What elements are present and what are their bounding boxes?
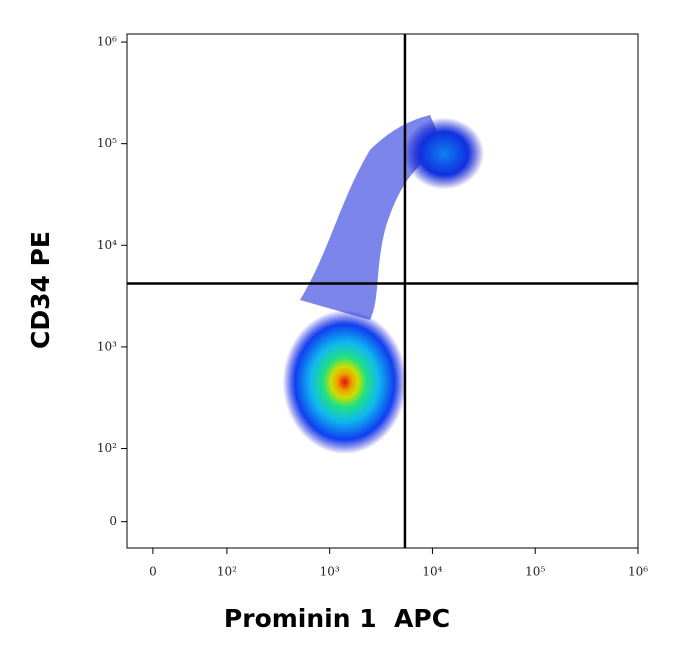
y-axis-label: CD34 PE — [26, 231, 55, 349]
population — [404, 117, 485, 190]
x-tick-label: 10⁵ — [525, 565, 545, 579]
plot-frame — [126, 33, 639, 549]
x-tick-label: 10³ — [320, 565, 340, 579]
x-axis-label: Prominin 1 APC — [224, 604, 450, 633]
population — [282, 310, 407, 455]
x-tick-label: 10⁶ — [628, 565, 648, 579]
y-tick-label: 10⁵ — [97, 136, 117, 150]
x-tick-label: 0 — [149, 565, 157, 579]
x-tick-label: 10⁴ — [422, 565, 442, 579]
y-tick-label: 0 — [109, 514, 117, 528]
y-tick-label: 10⁴ — [97, 238, 117, 252]
y-tick-label: 10⁶ — [97, 35, 117, 49]
y-tick-label: 10³ — [97, 339, 117, 353]
x-tick-label: 10² — [217, 565, 237, 579]
y-tick-label: 10² — [97, 441, 117, 455]
